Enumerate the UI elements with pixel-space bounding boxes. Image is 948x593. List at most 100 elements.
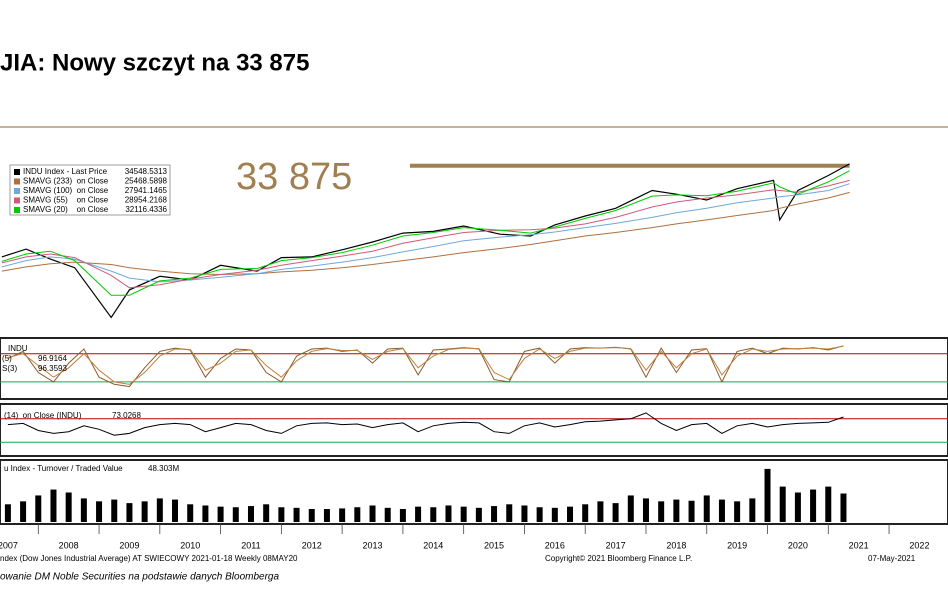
panel-frame [0, 337, 948, 400]
x-tick-label: 2016 [545, 540, 565, 550]
legend-swatch [14, 169, 20, 175]
series-line [7, 412, 844, 436]
legend-label: SMAVG (55) on Close [23, 196, 109, 205]
volume-bar [217, 506, 224, 522]
slide-title: JIA: Nowy szczyt na 33 875 [0, 49, 309, 76]
legend-label: SMAVG (100) on Close [23, 186, 109, 195]
series-line [1, 183, 850, 283]
x-tick-label: 2017 [606, 540, 626, 550]
volume-bar [673, 499, 680, 522]
volume-bar [825, 486, 832, 522]
volume-bar [536, 507, 543, 522]
panel-frame [0, 459, 948, 525]
volume-bar [369, 505, 376, 522]
volume-bar [156, 498, 163, 522]
legend-swatch [14, 207, 20, 213]
volume-bar [141, 501, 148, 522]
volume-bar [794, 492, 801, 522]
footer-copyright: Copyright© 2021 Bloomberg Finance L.P. [545, 554, 692, 563]
series-line [1, 179, 850, 289]
footer-note: owanie DM Noble Securities na podstawie … [0, 572, 279, 583]
volume-bar [718, 499, 725, 522]
volume-bar [308, 509, 315, 522]
legend-value: 32116.4336 [125, 205, 167, 214]
volume-bar [126, 503, 133, 522]
series-line [7, 345, 844, 388]
volume-bar [703, 495, 710, 522]
volume-bar [247, 506, 254, 522]
volume-bar [734, 501, 741, 522]
volume-bar [612, 503, 619, 522]
x-tick-label: 2022 [909, 540, 929, 550]
series-line [1, 170, 850, 296]
x-tick-label: 2008 [59, 540, 79, 550]
x-tick-label: 2021 [849, 540, 869, 550]
volume-bar [521, 505, 528, 522]
series-line [7, 345, 844, 385]
legend-value: 34548.5313 [125, 167, 168, 176]
volume-bar [111, 499, 118, 522]
volume-bar [187, 504, 194, 522]
legend-label: u Index - Turnover / Traded Value [4, 464, 123, 473]
panel-title: INDU [8, 344, 28, 353]
volume-bar [65, 492, 72, 522]
volume-bar [354, 507, 361, 522]
volume-bar [445, 505, 452, 522]
volume-bar [4, 504, 11, 522]
legend-label: (5) [2, 354, 12, 363]
legend-value: 25468.5898 [125, 177, 168, 186]
footer-source: ndex (Dow Jones Industrial Average) AT S… [0, 554, 298, 563]
legend-swatch [14, 197, 20, 204]
series-line [1, 163, 850, 319]
footer-date: 07-May-2021 [868, 554, 916, 563]
volume-bar [551, 507, 558, 522]
volume-bar [430, 507, 437, 522]
legend-swatch [14, 188, 20, 194]
volume-bar [779, 486, 786, 522]
x-tick-label: 2015 [484, 540, 504, 550]
volume-bar [20, 501, 27, 522]
volume-bar [96, 501, 103, 522]
volume-bar [764, 468, 771, 522]
volume-bar [202, 505, 209, 522]
volume-bar [491, 506, 498, 522]
volume-bar [597, 501, 604, 522]
legend-label: (14) on Close (INDU) [4, 411, 82, 420]
volume-bar [749, 498, 756, 522]
annotation: 33 875 [236, 156, 352, 198]
legend-value: 73.0268 [112, 411, 141, 420]
volume-bar [688, 500, 695, 522]
legend-value: 28954.2168 [125, 196, 168, 205]
legend-value: 48.303M [148, 464, 179, 473]
volume-bar [263, 504, 270, 522]
volume-bar [80, 498, 87, 522]
volume-bar [567, 506, 574, 522]
volume-bar [642, 498, 649, 522]
legend-value: 96.3593 [38, 364, 67, 373]
x-tick-label: 2009 [119, 540, 139, 550]
volume-bar [399, 509, 406, 522]
x-tick-label: 2007 [0, 540, 18, 550]
legend-label: S(3) [2, 364, 17, 373]
volume-bar [415, 506, 422, 522]
series-line [1, 191, 850, 276]
x-tick-label: 2018 [666, 540, 686, 550]
volume-bar [627, 495, 634, 522]
x-tick-label: 2010 [180, 540, 200, 550]
volume-bar [323, 509, 330, 522]
x-tick-label: 2014 [423, 540, 443, 550]
volume-bar [339, 508, 346, 522]
volume-bar [582, 504, 589, 522]
legend-label: INDU Index - Last Price [23, 167, 108, 176]
legend-value: 27941.1465 [125, 186, 168, 195]
x-tick-label: 2011 [241, 540, 260, 550]
x-tick-label: 2019 [727, 540, 747, 550]
volume-bar [840, 493, 847, 522]
legend-label: SMAVG (233) on Close [23, 177, 109, 186]
volume-bar [278, 507, 285, 522]
volume-bar [475, 507, 482, 522]
x-tick-label: 2012 [302, 540, 322, 550]
volume-bar [293, 507, 300, 522]
